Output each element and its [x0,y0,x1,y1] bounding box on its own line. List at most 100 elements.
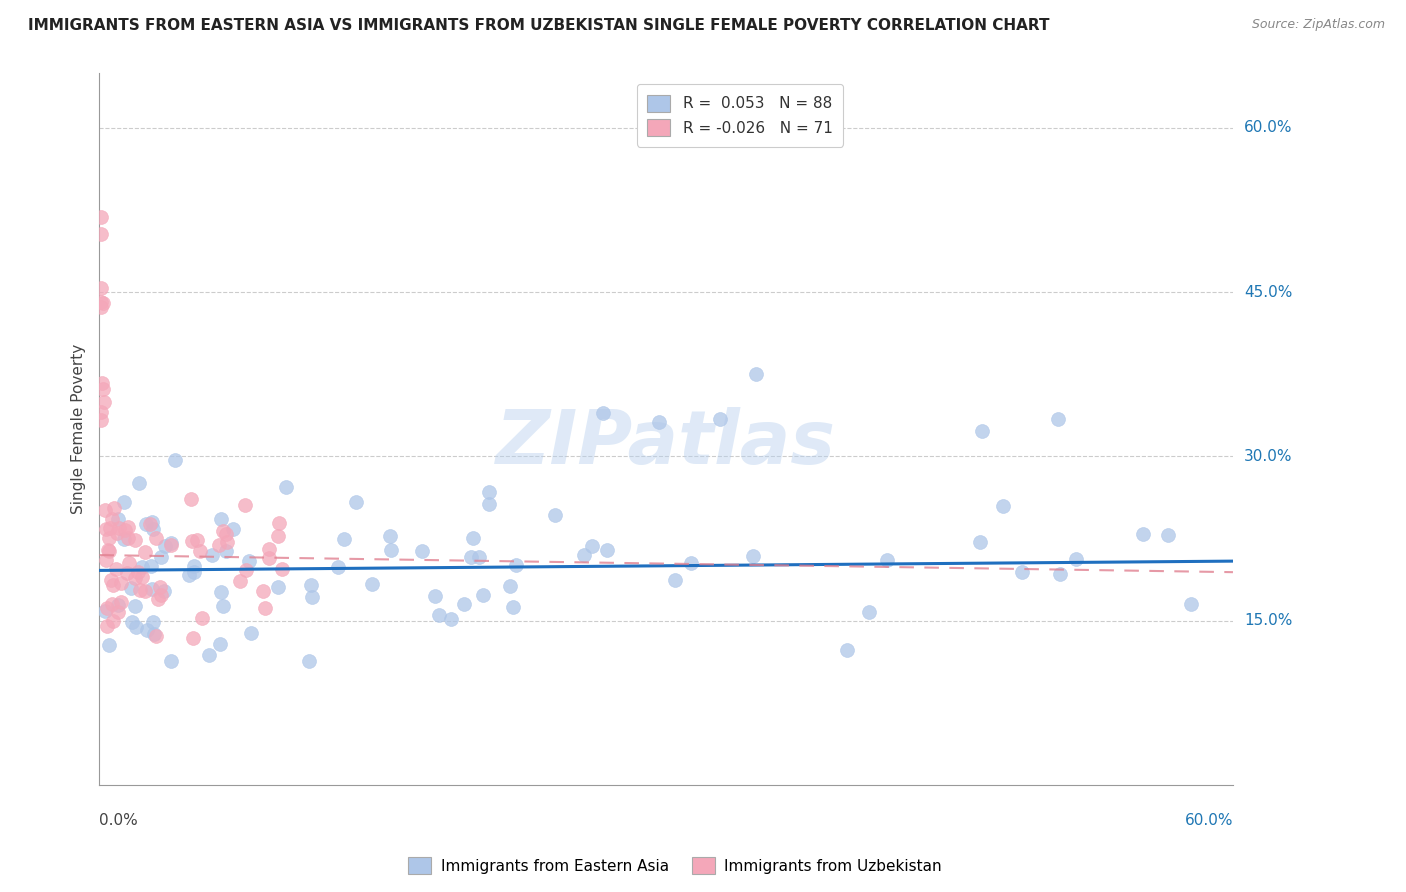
Point [96,600,118,615]
Point [98,521,121,535]
Point [326,560,349,574]
Point [91,376,114,390]
Point [134,545,156,559]
Point [217,535,239,549]
Point [91,296,114,310]
Point [117,566,139,580]
Point [121,615,143,629]
Point [90,405,112,419]
Point [96,618,118,632]
Point [91,383,114,397]
Point [117,531,139,545]
Point [181,534,204,549]
Point [127,565,149,579]
Point [267,528,290,542]
Point [97,638,120,652]
Point [1047,412,1070,426]
Point [90,412,112,426]
Point [114,524,136,538]
Point [499,579,522,593]
Point [299,577,322,591]
Point [191,610,214,624]
Point [1011,565,1033,579]
Point [110,576,132,591]
Point [478,497,501,511]
Point [181,632,204,646]
Point [90,300,112,314]
Point [267,581,290,595]
Point [145,531,167,545]
Point [142,615,165,629]
Point [141,516,163,530]
Point [183,558,205,573]
Point [97,543,120,558]
Point [155,539,177,553]
Point [214,527,236,541]
Point [188,544,211,558]
Point [197,648,219,662]
Point [101,578,124,592]
Point [136,623,159,637]
Point [100,574,122,588]
Point [131,560,153,574]
Point [344,494,367,508]
Point [160,535,183,549]
Point [745,367,768,381]
Point [150,550,173,565]
Point [160,654,183,668]
Point [254,600,277,615]
Point [103,501,125,516]
Point [141,582,163,596]
Point [177,567,200,582]
Point [124,533,146,547]
Point [120,581,142,595]
Point [271,562,294,576]
Point [1049,566,1071,581]
Point [269,516,291,530]
Point [298,654,321,668]
Point [215,544,238,558]
Text: ZIPatlas: ZIPatlas [496,407,837,480]
Point [592,406,614,420]
Point [101,512,124,526]
Point [94,604,117,618]
Point [165,453,187,467]
Point [274,480,297,494]
Point [209,585,232,599]
Point [572,549,595,563]
Text: 60.0%: 60.0% [1184,813,1233,828]
Point [128,475,150,490]
Point [332,533,354,547]
Point [361,577,384,591]
Point [117,519,139,533]
Point [233,498,256,512]
Point [1157,528,1180,542]
Point [969,535,991,549]
Point [107,512,129,526]
Point [209,512,232,526]
Point [239,626,262,640]
Point [134,584,156,599]
Point [141,559,163,574]
Point [472,588,495,602]
Point [125,620,148,634]
Point [991,499,1014,513]
Point [152,583,174,598]
Point [146,592,169,607]
Point [139,517,162,532]
Point [112,532,135,546]
Point [90,227,112,241]
Point [180,491,202,506]
Point [97,531,120,545]
Point [105,525,128,540]
Point [222,522,245,536]
Point [505,558,527,572]
Text: 45.0%: 45.0% [1244,285,1292,300]
Point [858,605,880,619]
Point [131,570,153,584]
Point [118,556,141,570]
Point [835,642,858,657]
Point [664,573,686,587]
Point [160,538,183,552]
Point [648,415,671,429]
